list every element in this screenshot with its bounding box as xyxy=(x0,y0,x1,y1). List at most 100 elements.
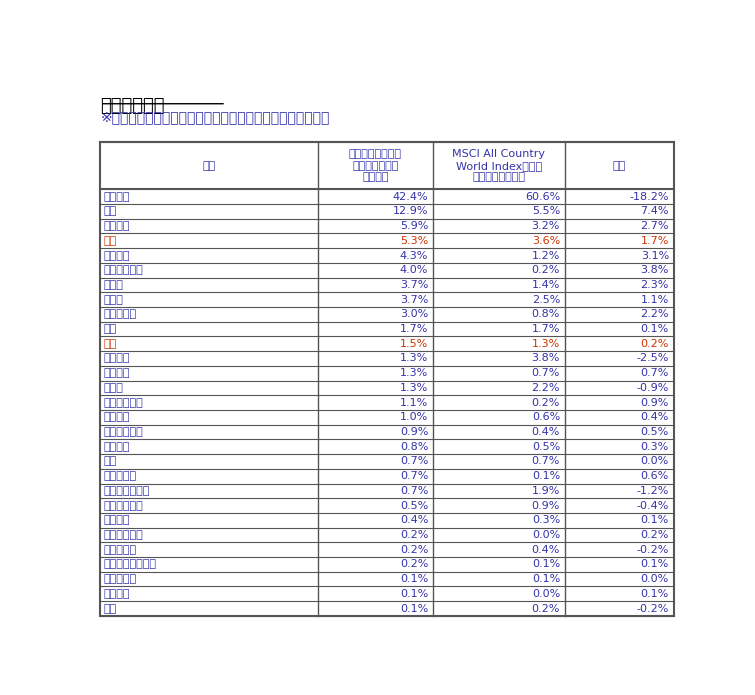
Text: 0.0%: 0.0% xyxy=(641,574,669,584)
Text: 1.7%: 1.7% xyxy=(532,324,560,334)
Text: 3.8%: 3.8% xyxy=(640,265,669,275)
Text: ニュージーランド: ニュージーランド xyxy=(103,559,157,569)
Text: 0.0%: 0.0% xyxy=(641,457,669,466)
Text: イタリア: イタリア xyxy=(103,412,130,423)
Text: 0.4%: 0.4% xyxy=(532,427,560,437)
Text: 1.3%: 1.3% xyxy=(400,368,428,378)
Text: 0.0%: 0.0% xyxy=(532,589,560,599)
Text: セゾン資産形成の
達人ファンドの
投資比率: セゾン資産形成の 達人ファンドの 投資比率 xyxy=(349,149,402,182)
Text: スウェーデン: スウェーデン xyxy=(103,500,143,511)
Text: フランス: フランス xyxy=(103,221,130,231)
Text: 2.2%: 2.2% xyxy=(640,309,669,320)
Text: 0.2%: 0.2% xyxy=(399,559,428,569)
Text: 0.2%: 0.2% xyxy=(399,545,428,555)
Text: 0.7%: 0.7% xyxy=(399,471,428,481)
Text: 香港: 香港 xyxy=(103,457,117,466)
Text: ブラジル: ブラジル xyxy=(103,442,130,452)
Text: 0.2%: 0.2% xyxy=(399,530,428,540)
Text: メキシコ: メキシコ xyxy=(103,515,130,525)
Text: 0.7%: 0.7% xyxy=(532,368,560,378)
Text: 0.9%: 0.9% xyxy=(640,398,669,407)
Text: アイルランド: アイルランド xyxy=(103,265,143,275)
Text: 2.5%: 2.5% xyxy=(532,295,560,304)
Text: -18.2%: -18.2% xyxy=(630,192,669,202)
Text: 0.6%: 0.6% xyxy=(532,412,560,423)
Text: イギリス: イギリス xyxy=(103,354,130,363)
Text: 0.1%: 0.1% xyxy=(641,559,669,569)
Text: 3.1%: 3.1% xyxy=(641,250,669,261)
Text: -2.5%: -2.5% xyxy=(636,354,669,363)
Text: 1.0%: 1.0% xyxy=(400,412,428,423)
Text: 0.1%: 0.1% xyxy=(532,574,560,584)
Text: 韓国: 韓国 xyxy=(103,338,117,349)
Text: 3.8%: 3.8% xyxy=(532,354,560,363)
Text: 中国: 中国 xyxy=(103,236,117,246)
Text: 0.4%: 0.4% xyxy=(532,545,560,555)
Text: インド: インド xyxy=(103,280,124,290)
Text: 1.9%: 1.9% xyxy=(532,486,560,496)
Text: オーストラリア: オーストラリア xyxy=(103,486,150,496)
Text: 3.0%: 3.0% xyxy=(400,309,428,320)
Text: 南アフリカ: 南アフリカ xyxy=(103,545,137,555)
Text: 0.9%: 0.9% xyxy=(532,500,560,511)
Text: 1.2%: 1.2% xyxy=(532,250,560,261)
Text: 7.4%: 7.4% xyxy=(640,206,669,216)
Text: 国名: 国名 xyxy=(202,161,216,171)
Text: 0.1%: 0.1% xyxy=(532,559,560,569)
Text: 国別投資比率: 国別投資比率 xyxy=(100,97,165,115)
Text: 0.5%: 0.5% xyxy=(641,427,669,437)
Text: -0.2%: -0.2% xyxy=(636,545,669,555)
Text: 0.6%: 0.6% xyxy=(641,471,669,481)
Text: ドイツ: ドイツ xyxy=(103,383,124,393)
Text: ※集計の都合により、１ヶ月遅れの情報を掲載しています。: ※集計の都合により、１ヶ月遅れの情報を掲載しています。 xyxy=(100,110,330,124)
Text: 日本: 日本 xyxy=(103,206,117,216)
Text: 0.5%: 0.5% xyxy=(400,500,428,511)
Text: 0.1%: 0.1% xyxy=(400,574,428,584)
Text: 0.2%: 0.2% xyxy=(532,398,560,407)
Text: タイ: タイ xyxy=(103,603,117,614)
Text: 0.3%: 0.3% xyxy=(532,515,560,525)
Text: 4.3%: 4.3% xyxy=(399,250,428,261)
Text: 0.1%: 0.1% xyxy=(641,589,669,599)
Text: 0.3%: 0.3% xyxy=(641,442,669,452)
Text: 0.1%: 0.1% xyxy=(400,589,428,599)
Text: ベトナム: ベトナム xyxy=(103,589,130,599)
Text: 1.4%: 1.4% xyxy=(532,280,560,290)
Text: 12.9%: 12.9% xyxy=(393,206,428,216)
Text: 42.4%: 42.4% xyxy=(393,192,428,202)
Text: 0.5%: 0.5% xyxy=(532,442,560,452)
Text: 5.3%: 5.3% xyxy=(400,236,428,246)
Text: 1.3%: 1.3% xyxy=(400,354,428,363)
Text: 2.3%: 2.3% xyxy=(640,280,669,290)
Text: シンガポール: シンガポール xyxy=(103,427,143,437)
Text: デンマーク: デンマーク xyxy=(103,309,137,320)
Text: 0.4%: 0.4% xyxy=(640,412,669,423)
Text: 1.3%: 1.3% xyxy=(532,338,560,349)
Text: 0.2%: 0.2% xyxy=(640,530,669,540)
Text: -0.9%: -0.9% xyxy=(636,383,669,393)
Text: 4.0%: 4.0% xyxy=(399,265,428,275)
Text: -1.2%: -1.2% xyxy=(636,486,669,496)
Text: 0.8%: 0.8% xyxy=(399,442,428,452)
Text: 5.9%: 5.9% xyxy=(399,221,428,231)
Text: 0.2%: 0.2% xyxy=(532,265,560,275)
Text: アメリカ: アメリカ xyxy=(103,192,130,202)
Text: オランダ: オランダ xyxy=(103,250,130,261)
Text: 1.1%: 1.1% xyxy=(400,398,428,407)
Text: 3.2%: 3.2% xyxy=(532,221,560,231)
Text: 0.7%: 0.7% xyxy=(399,486,428,496)
Text: 0.8%: 0.8% xyxy=(532,309,560,320)
Text: 0.0%: 0.0% xyxy=(532,530,560,540)
Text: 差異: 差異 xyxy=(612,161,626,171)
Text: 1.1%: 1.1% xyxy=(641,295,669,304)
Text: 0.2%: 0.2% xyxy=(640,338,669,349)
Text: ポルトガル: ポルトガル xyxy=(103,471,137,481)
Text: 1.5%: 1.5% xyxy=(400,338,428,349)
Text: 0.9%: 0.9% xyxy=(399,427,428,437)
Text: 0.7%: 0.7% xyxy=(399,457,428,466)
Text: 1.3%: 1.3% xyxy=(400,383,428,393)
Text: -0.4%: -0.4% xyxy=(636,500,669,511)
Text: 0.2%: 0.2% xyxy=(532,603,560,614)
Text: -0.2%: -0.2% xyxy=(636,603,669,614)
Text: 60.6%: 60.6% xyxy=(525,192,560,202)
